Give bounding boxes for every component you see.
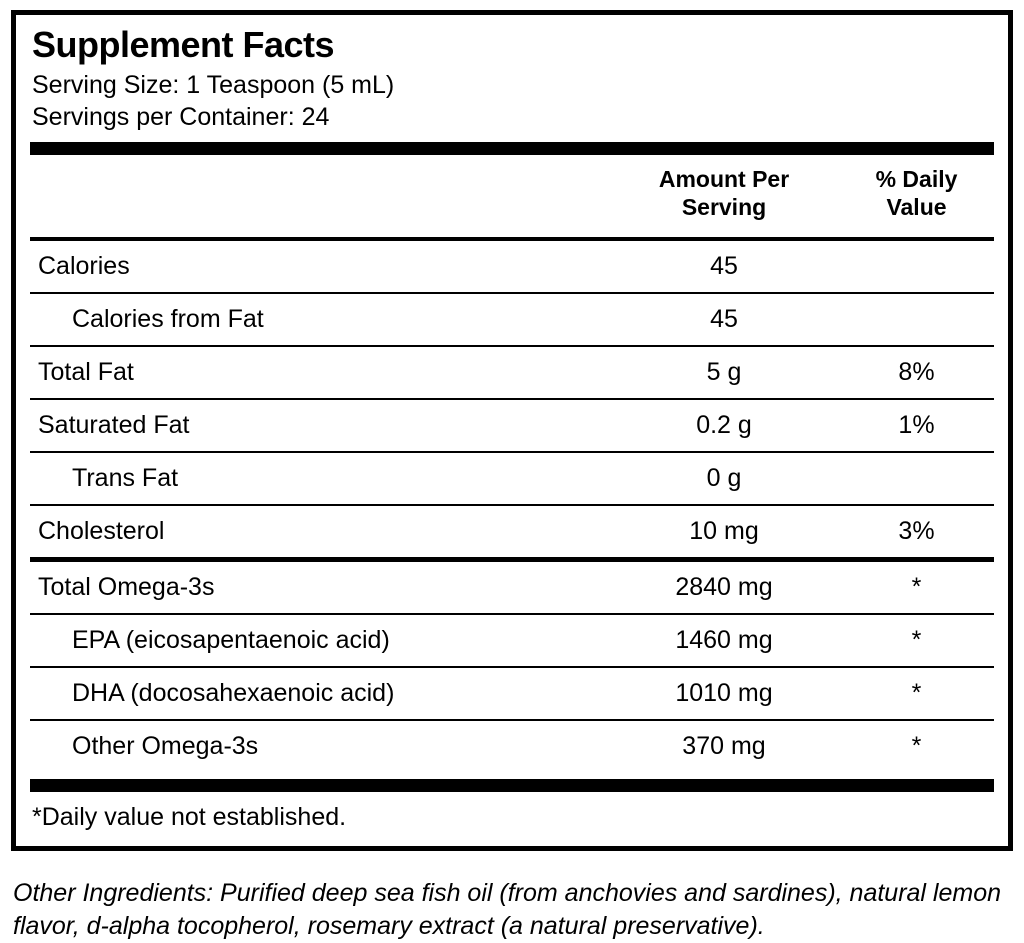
row-amount: 45 [710, 304, 738, 333]
row-name: EPA (eicosapentaenoic acid) [72, 625, 390, 654]
row-name: Calories [38, 251, 130, 280]
panel-title: Supplement Facts [32, 24, 335, 65]
row-name: Cholesterol [38, 516, 165, 545]
row-name: Saturated Fat [38, 410, 190, 439]
supplement-facts-panel: Supplement Facts Serving Size: 1 Teaspoo… [11, 10, 1013, 851]
row-name: Calories from Fat [72, 304, 264, 333]
divider-thick-top [30, 141, 994, 155]
row-daily-value: * [911, 625, 922, 654]
header-percent-daily-value: % Daily Value [875, 165, 958, 220]
servings-per-container-text: Servings per Container: 24 [32, 103, 330, 132]
table-row-total-omega-3s: Total Omega-3s 2840 mg * [30, 556, 994, 613]
header-dv-cell: % Daily Value [839, 165, 994, 221]
table-row-calories-from-fat: Calories from Fat 45 [30, 291, 994, 345]
row-daily-value: * [911, 678, 922, 707]
row-name: Other Omega-3s [72, 731, 259, 760]
row-daily-value: 8% [898, 357, 935, 386]
table-row-other-omega-3s: Other Omega-3s 370 mg * [30, 718, 994, 772]
row-name: Trans Fat [72, 463, 179, 492]
row-daily-value: * [911, 731, 922, 760]
row-amount: 0 g [706, 463, 742, 492]
divider-thick-bottom [30, 778, 994, 792]
footnote-daily-value: *Daily value not established. [32, 802, 347, 831]
row-amount: 45 [710, 251, 738, 280]
header-amount-cell: Amount Per Serving [609, 165, 839, 221]
table-header-row: Amount Per Serving % Daily Value [30, 155, 994, 237]
row-amount: 1460 mg [675, 625, 773, 654]
row-name: Total Fat [38, 357, 134, 386]
row-daily-value: 3% [898, 516, 935, 545]
table-row-calories: Calories 45 [30, 236, 994, 292]
table-row-epa: EPA (eicosapentaenoic acid) 1460 mg * [30, 612, 994, 666]
row-daily-value: 1% [898, 410, 935, 439]
table-row-total-fat: Total Fat 5 g 8% [30, 344, 994, 398]
supplement-label-page: Supplement Facts Serving Size: 1 Teaspoo… [11, 10, 1013, 940]
serving-size-text: Serving Size: 1 Teaspoon (5 mL) [32, 70, 395, 99]
row-amount: 2840 mg [675, 572, 773, 601]
header-amount-per-serving: Amount Per Serving [658, 165, 790, 220]
row-amount: 370 mg [682, 731, 766, 760]
table-row-dha: DHA (docosahexaenoic acid) 1010 mg * [30, 665, 994, 719]
row-daily-value: * [911, 572, 922, 601]
row-amount: 10 mg [689, 516, 759, 545]
table-row-saturated-fat: Saturated Fat 0.2 g 1% [30, 397, 994, 451]
table-row-trans-fat: Trans Fat 0 g [30, 450, 994, 504]
table-row-cholesterol: Cholesterol 10 mg 3% [30, 503, 994, 557]
row-amount: 1010 mg [675, 678, 773, 707]
other-ingredients-text: Other Ingredients: Purified deep sea fis… [13, 878, 1002, 940]
row-amount: 5 g [706, 357, 742, 386]
row-amount: 0.2 g [696, 410, 752, 439]
row-name: Total Omega-3s [38, 572, 215, 601]
row-name: DHA (docosahexaenoic acid) [72, 678, 395, 707]
